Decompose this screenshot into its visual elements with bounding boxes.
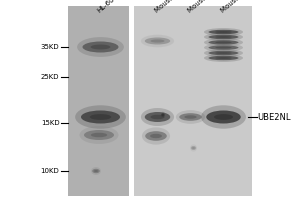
Ellipse shape (215, 31, 232, 33)
Ellipse shape (215, 52, 232, 54)
Ellipse shape (204, 54, 243, 62)
Ellipse shape (145, 112, 170, 122)
Ellipse shape (208, 45, 238, 50)
Bar (68, 6, 129, 196)
Text: 15KD: 15KD (41, 120, 59, 126)
Ellipse shape (206, 110, 241, 123)
Ellipse shape (151, 115, 164, 119)
Ellipse shape (91, 45, 110, 49)
Text: 10KD: 10KD (41, 168, 59, 174)
Ellipse shape (201, 105, 246, 129)
Ellipse shape (77, 37, 124, 57)
Ellipse shape (204, 49, 243, 57)
Ellipse shape (151, 39, 164, 43)
Ellipse shape (208, 40, 238, 45)
Bar (134, 6, 252, 196)
Text: Mouse liver: Mouse liver (220, 0, 254, 14)
Ellipse shape (145, 38, 170, 45)
Ellipse shape (208, 30, 238, 34)
Ellipse shape (81, 110, 120, 123)
Ellipse shape (160, 112, 165, 118)
Text: Mouse testis: Mouse testis (187, 0, 224, 14)
Text: 25KD: 25KD (41, 74, 59, 80)
Text: HL-60: HL-60 (97, 0, 116, 14)
Ellipse shape (162, 114, 164, 116)
Ellipse shape (191, 146, 196, 150)
Ellipse shape (161, 113, 165, 117)
Ellipse shape (204, 28, 243, 36)
Ellipse shape (82, 42, 118, 52)
Ellipse shape (204, 44, 243, 52)
Text: 35KD: 35KD (41, 44, 59, 50)
Ellipse shape (84, 130, 114, 140)
Ellipse shape (176, 110, 205, 124)
Bar (129, 6, 134, 196)
Ellipse shape (150, 134, 162, 138)
Ellipse shape (91, 133, 107, 137)
Ellipse shape (208, 56, 238, 60)
Ellipse shape (215, 57, 232, 59)
Ellipse shape (192, 147, 195, 149)
Ellipse shape (204, 33, 243, 41)
Ellipse shape (190, 144, 197, 152)
Ellipse shape (204, 38, 243, 46)
Ellipse shape (179, 113, 202, 121)
Ellipse shape (208, 35, 238, 39)
Ellipse shape (208, 51, 238, 55)
Ellipse shape (92, 169, 100, 173)
Ellipse shape (184, 115, 197, 119)
Ellipse shape (141, 108, 174, 126)
Ellipse shape (94, 170, 98, 172)
Ellipse shape (80, 126, 118, 144)
Ellipse shape (215, 47, 232, 49)
Ellipse shape (91, 167, 101, 175)
Ellipse shape (145, 131, 167, 141)
Ellipse shape (215, 36, 232, 38)
Text: UBE2NL: UBE2NL (257, 112, 291, 121)
Ellipse shape (215, 41, 232, 43)
Text: Mouse brain: Mouse brain (154, 0, 190, 14)
Ellipse shape (75, 105, 126, 129)
Ellipse shape (141, 35, 174, 47)
Ellipse shape (214, 114, 233, 120)
Ellipse shape (90, 114, 111, 120)
Ellipse shape (142, 127, 170, 145)
